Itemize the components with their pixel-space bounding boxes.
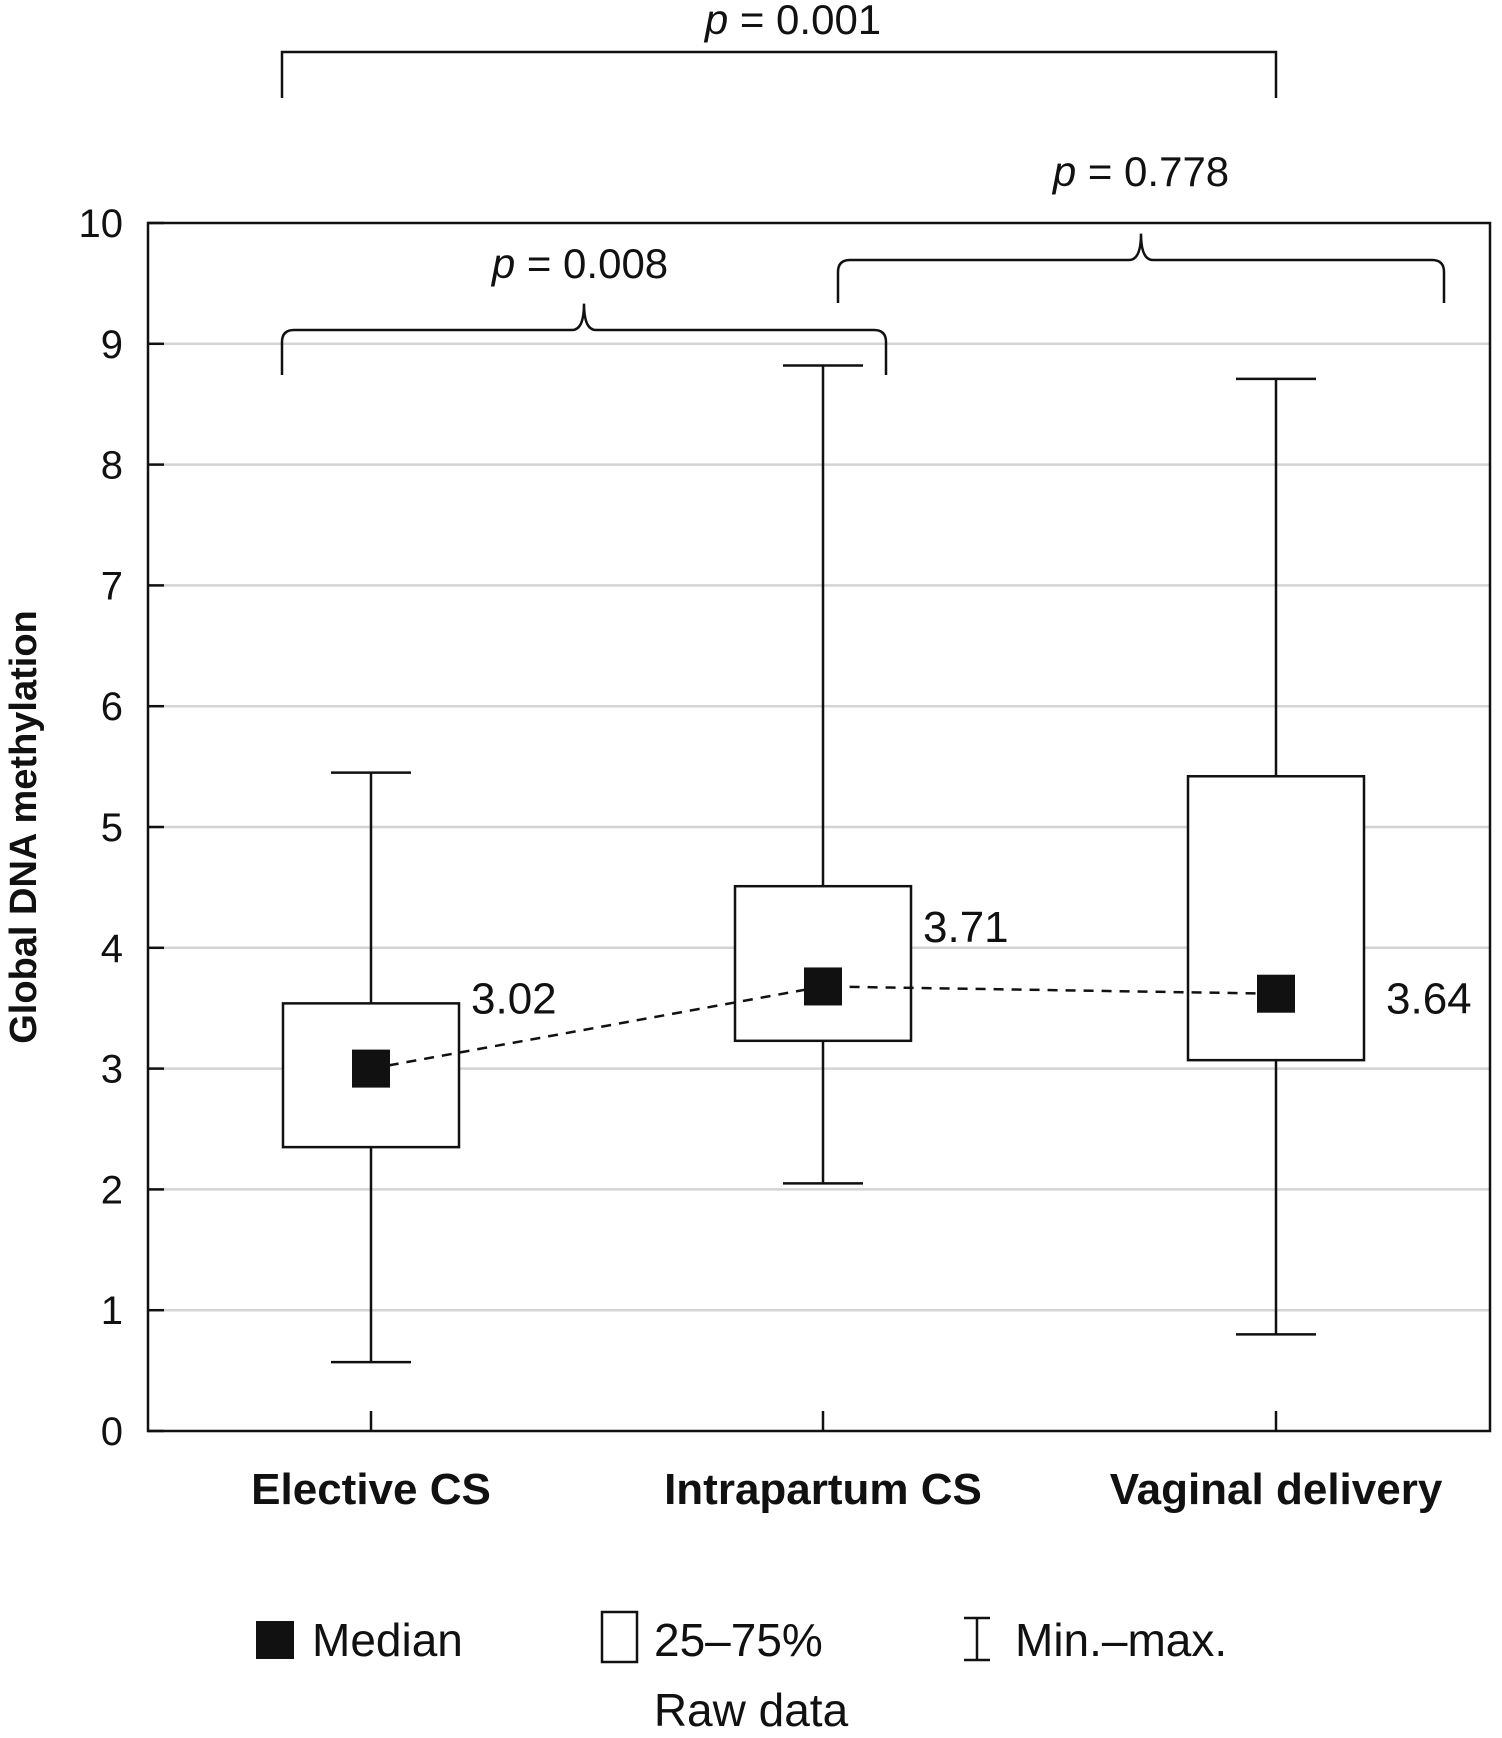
y-tick-label: 7: [101, 564, 123, 608]
iqr-box: [733, 884, 913, 1043]
legend-box-label: 25–75%: [654, 1614, 823, 1666]
p-value-label: p = 0.778: [1051, 148, 1229, 195]
boxes: [281, 364, 1366, 1364]
p-value-label: p = 0.008: [490, 240, 668, 287]
category-label: Vaginal delivery: [1110, 1465, 1443, 1514]
curly-bracket: [836, 233, 1446, 303]
y-tick-label: 4: [101, 927, 123, 971]
median-value-label: 3.02: [471, 974, 557, 1023]
legend-median-marker: [256, 1621, 294, 1659]
y-axis-label: Global DNA methylation: [3, 610, 45, 1044]
legend-whisker-label: Min.–max.: [1015, 1614, 1227, 1666]
y-tick-label: 9: [101, 323, 123, 367]
p-value: = 0.778: [1076, 148, 1229, 195]
legend-median-label: Median: [312, 1614, 463, 1666]
p-value: = 0.001: [728, 0, 881, 43]
legend: Median 25–75% Min.–max. Raw data: [256, 1610, 1227, 1736]
p-symbol: p: [490, 240, 515, 287]
y-tick-label: 5: [101, 806, 123, 850]
bracket-intrapartum-vaginal: p = 0.778: [836, 148, 1446, 303]
y-tick-label: 10: [79, 202, 124, 246]
y-axis-ticks: 0 1 2 3 4 5 6 7 8 9 10: [79, 202, 164, 1454]
legend-box-marker: [600, 1610, 639, 1664]
y-tick-label: 6: [101, 685, 123, 729]
median-marker: [352, 1049, 390, 1088]
p-value-label: p = 0.001: [703, 0, 881, 43]
category-label: Elective CS: [251, 1465, 491, 1514]
bracket-elective-vaginal: p = 0.001: [280, 0, 1278, 98]
y-tick-label: 0: [101, 1410, 123, 1454]
category-labels: Elective CS Intrapartum CS Vaginal deliver…: [251, 1465, 1443, 1514]
curly-bracket: [280, 303, 888, 375]
box-group: [1186, 377, 1366, 1336]
p-value: = 0.008: [515, 240, 668, 287]
category-label: Intrapartum CS: [664, 1465, 982, 1514]
box-group: [733, 364, 913, 1185]
y-tick-label: 3: [101, 1048, 123, 1092]
legend-whisker-marker: [964, 1616, 990, 1662]
x-axis-ticks: [369, 1411, 1278, 1431]
median-marker: [1257, 974, 1295, 1013]
median-value-label: 3.64: [1386, 975, 1472, 1024]
square-bracket: [280, 50, 1278, 98]
median-value-label: 3.71: [923, 903, 1009, 952]
p-symbol: p: [1051, 148, 1076, 195]
y-tick-label: 1: [101, 1289, 123, 1333]
legend-note: Raw data: [654, 1684, 849, 1733]
y-tick-label: 2: [101, 1168, 123, 1212]
p-symbol: p: [703, 0, 728, 43]
bracket-elective-intrapartum: p = 0.008: [280, 240, 888, 375]
iqr-box: [1186, 775, 1366, 1062]
medians: 3.02 3.71 3.64: [352, 903, 1472, 1088]
median-marker: [804, 967, 842, 1006]
y-tick-label: 8: [101, 444, 123, 488]
